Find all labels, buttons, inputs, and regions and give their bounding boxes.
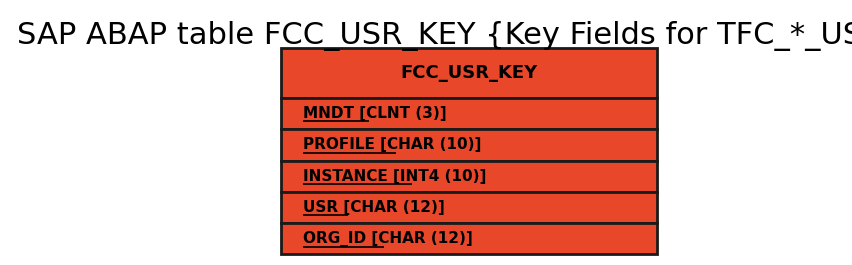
Text: USR [CHAR (12)]: USR [CHAR (12)] xyxy=(302,200,444,215)
Text: INSTANCE: INSTANCE xyxy=(302,169,387,184)
Text: ORG_ID: ORG_ID xyxy=(302,231,366,247)
FancyBboxPatch shape xyxy=(281,48,656,98)
FancyBboxPatch shape xyxy=(281,129,656,161)
Text: ORG_ID [CHAR (12)]: ORG_ID [CHAR (12)] xyxy=(302,231,472,247)
Text: SAP ABAP table FCC_USR_KEY {Key Fields for TFC_*_USR}: SAP ABAP table FCC_USR_KEY {Key Fields f… xyxy=(17,21,852,51)
Text: PROFILE [CHAR (10)]: PROFILE [CHAR (10)] xyxy=(302,138,481,152)
FancyBboxPatch shape xyxy=(281,223,656,254)
Text: MNDT: MNDT xyxy=(302,106,354,121)
FancyBboxPatch shape xyxy=(281,98,656,129)
Text: FCC_USR_KEY: FCC_USR_KEY xyxy=(400,64,537,82)
Text: INSTANCE [INT4 (10)]: INSTANCE [INT4 (10)] xyxy=(302,169,486,184)
FancyBboxPatch shape xyxy=(281,192,656,223)
FancyBboxPatch shape xyxy=(281,161,656,192)
Text: USR: USR xyxy=(302,200,337,215)
Text: PROFILE: PROFILE xyxy=(302,138,374,152)
Text: MNDT [CLNT (3)]: MNDT [CLNT (3)] xyxy=(302,106,446,121)
